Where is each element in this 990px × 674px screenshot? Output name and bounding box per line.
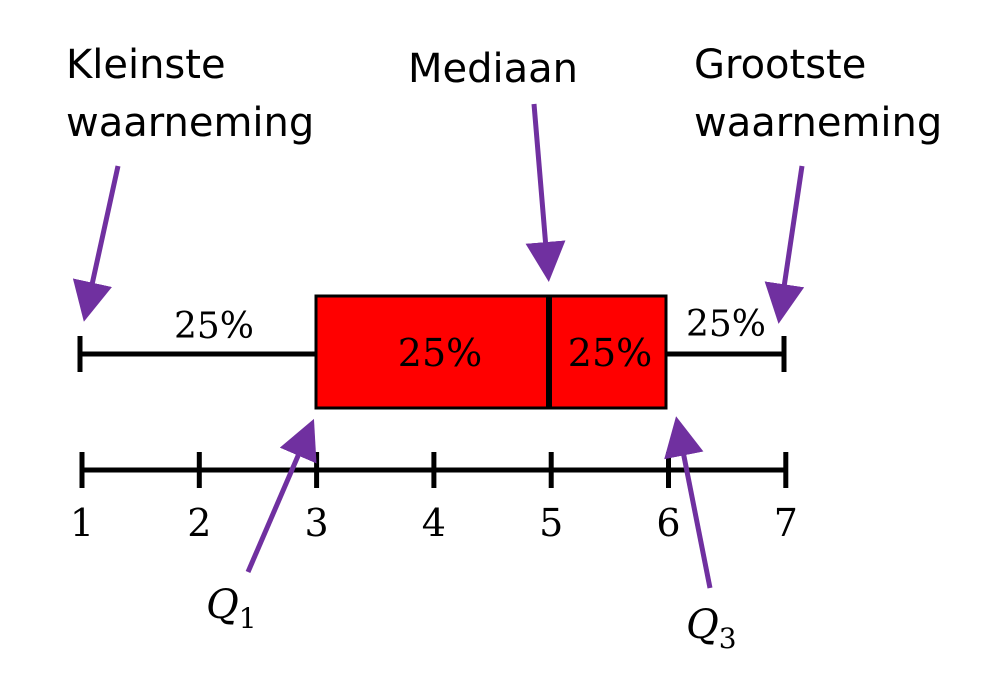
max-label-line2: waarneming xyxy=(694,100,942,146)
median-arrow xyxy=(525,103,566,282)
left-whisker-percent: 25% xyxy=(174,306,254,347)
axis-tick-label: 7 xyxy=(774,501,798,545)
max-arrow xyxy=(764,165,805,324)
axis-tick-label: 2 xyxy=(187,501,211,545)
axis-ticks: 1 2 3 4 5 6 7 xyxy=(70,452,798,545)
max-label-line1: Grootste xyxy=(694,42,866,88)
q1-arrow xyxy=(245,418,317,573)
median-label: Mediaan xyxy=(408,46,578,92)
right-whisker-percent: 25% xyxy=(686,304,766,345)
axis-tick-label: 5 xyxy=(539,501,563,545)
axis-tick-label: 3 xyxy=(305,501,329,545)
iqr-box xyxy=(314,294,668,410)
q1-label: Q1 xyxy=(206,582,257,635)
box-left-percent: 25% xyxy=(398,331,482,375)
axis-tick-label: 1 xyxy=(70,501,94,545)
axis-tick-label: 4 xyxy=(422,501,446,545)
q3-arrow xyxy=(664,416,713,589)
box-right-percent: 25% xyxy=(568,331,652,375)
min-label-line1: Kleinste xyxy=(66,42,226,88)
q3-label: Q3 xyxy=(686,602,737,655)
min-arrow xyxy=(72,165,121,322)
axis-tick-label: 6 xyxy=(656,501,680,545)
min-label-line2: waarneming xyxy=(66,100,314,146)
